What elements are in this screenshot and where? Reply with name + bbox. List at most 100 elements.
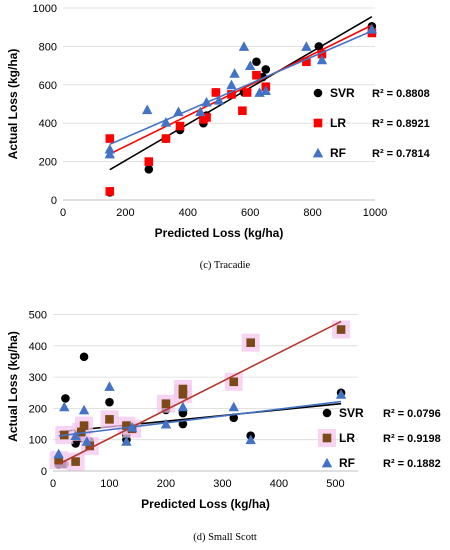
data-point-lr [238, 106, 247, 116]
trendline-svr [109, 15, 373, 171]
data-point-rf [195, 106, 206, 117]
data-point-rf [366, 23, 378, 34]
r2-label-rf: R² = 0.7814 [372, 148, 431, 160]
legend-label-lr: LR [339, 431, 355, 445]
data-point-lr [122, 421, 131, 430]
x-tick-label: 300 [213, 478, 231, 490]
data-point-rf [260, 85, 271, 95]
series-rf [53, 381, 347, 459]
series-rf [104, 23, 378, 159]
data-point-lr [161, 134, 171, 143]
data-point-lr [161, 399, 171, 409]
data-point-rf [238, 41, 250, 51]
trendline-rf [109, 30, 373, 146]
data-point-rf [301, 41, 312, 51]
r2-label-lr: R² = 0.9198 [383, 433, 441, 445]
data-point-rf [59, 401, 70, 412]
chart-panel-1: 0 200 400 600 800 1000 0 200 400 600 800 1000 Predic… [6, 3, 431, 271]
legend-marker-rf [321, 457, 333, 468]
r2-label-rf: R² = 0.1882 [383, 458, 441, 470]
data-point-lr [175, 121, 185, 131]
data-point-rf [104, 148, 115, 159]
x-axis-title: Predicted Loss (kg/ha) [155, 226, 284, 240]
chart-panel-2: 0 100 200 300 400 500 0 100 200 300 400 500 Predicte… [6, 310, 441, 543]
series-lr [105, 24, 377, 196]
legend-marker-svr [313, 88, 323, 98]
data-point-rf [104, 381, 115, 391]
series-lr [49, 320, 351, 471]
legend-marker-lr [313, 118, 323, 128]
x-tick-label: 200 [157, 478, 175, 490]
data-point-lr [252, 70, 261, 80]
y-axis-title: Actual Loss (kg/ha) [6, 49, 20, 160]
r2-label-svr: R² = 0.0796 [383, 408, 441, 420]
data-point-lr [79, 421, 89, 430]
data-point-lr [246, 338, 255, 347]
data-point-lr [317, 49, 327, 59]
data-point-lr [76, 427, 86, 437]
data-point-rf [121, 436, 132, 446]
x-tick-label: 0 [60, 207, 66, 219]
legend-label-svr: SVR [330, 86, 355, 100]
data-point-lr [202, 113, 211, 122]
data-point-lr [105, 134, 115, 143]
data-point-rf [229, 68, 240, 78]
data-point-svr [79, 352, 89, 362]
y-tick-label: 400 [29, 341, 47, 353]
data-point-rf [245, 60, 256, 71]
trendline-lr [58, 320, 342, 465]
data-point-svr [144, 164, 154, 174]
x-tick-label: 200 [116, 207, 134, 219]
data-point-rf [81, 436, 93, 446]
y-tick-label: 200 [29, 403, 47, 415]
legend-marker-svr [322, 408, 332, 418]
x-tick-label: 400 [179, 207, 197, 219]
data-point-rf [142, 104, 153, 115]
y-tick-label: 0 [51, 195, 57, 207]
trendline-lr [109, 24, 373, 155]
data-point-rf [177, 401, 189, 412]
data-point-rf [245, 434, 256, 445]
data-point-rf [228, 401, 239, 412]
x-axis-title: Predicted Loss (kg/ha) [141, 497, 270, 511]
data-point-lr [178, 384, 188, 394]
data-point-svr [178, 419, 188, 429]
data-point-lr [144, 157, 154, 166]
x-tick-label: 800 [303, 207, 321, 219]
data-point-rf [335, 389, 347, 399]
legend-label-rf: RF [339, 456, 355, 470]
data-point-svr [61, 394, 70, 403]
data-point-lr [178, 390, 188, 399]
x-tick-label: 1000 [363, 207, 387, 219]
data-point-lr [85, 441, 95, 451]
chart-caption: (d) Small Scott [193, 532, 257, 543]
r2-label-lr: R² = 0.8921 [372, 118, 430, 130]
y-tick-label: 600 [39, 80, 57, 92]
x-tick-label: 500 [326, 478, 344, 490]
r2-label-svr: R² = 0.8808 [372, 88, 430, 100]
data-point-lr [71, 457, 80, 466]
data-point-lr [105, 415, 114, 424]
x-tick-label: 0 [50, 478, 56, 490]
legend-label-lr: LR [330, 116, 346, 130]
data-point-rf [53, 448, 64, 459]
x-tick-label: 100 [100, 478, 118, 490]
data-point-lr [229, 377, 239, 387]
data-point-svr [71, 439, 80, 448]
data-point-lr [336, 325, 346, 334]
data-point-rf [213, 94, 225, 105]
x-tick-label: 400 [270, 478, 288, 490]
chart-caption: (c) Tracadie [200, 260, 251, 271]
data-point-lr [105, 187, 115, 196]
y-tick-label: 1000 [33, 3, 57, 15]
y-tick-label: 800 [39, 41, 57, 53]
trendline-rf [58, 400, 342, 437]
y-tick-label: 400 [39, 118, 57, 130]
y-tick-label: 200 [39, 157, 57, 169]
data-point-lr [211, 88, 221, 97]
data-point-rf [70, 430, 81, 441]
data-point-rf [160, 117, 172, 127]
data-point-rf [78, 404, 90, 415]
y-tick-label: 100 [29, 435, 47, 447]
